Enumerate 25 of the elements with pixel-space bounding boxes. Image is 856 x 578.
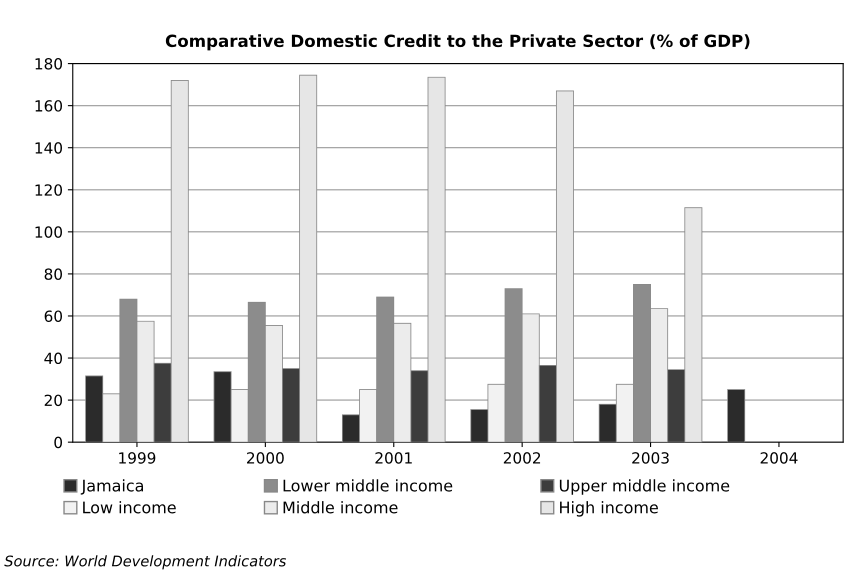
y-tick-label: 60 [44,310,62,322]
legend-label: Low income [83,501,176,514]
legend-label: Upper middle income [560,479,730,495]
legend-label: Jamaica [80,479,143,495]
source-note: Source: World Development Indicators [4,555,286,570]
y-tick-label: 20 [44,394,62,406]
legend-label: High income [560,501,658,517]
y-tick-label: 180 [36,58,62,70]
y-tick-label: 100 [36,226,62,238]
chart-title: Comparative Domestic Credit to the Private Sector (% of GDP) [166,34,750,50]
y-tick-label: 120 [36,184,62,196]
x-tick-label: 2001 [375,452,412,464]
legend-label: Lower middle income [284,479,452,492]
y-tick-label: 80 [44,268,62,280]
y-tick-label: 140 [36,142,62,154]
x-tick-label: 2004 [760,452,798,464]
x-tick-label: 2003 [632,452,669,464]
x-tick-label: 1999 [119,452,156,464]
y-tick-label: 160 [36,100,62,112]
legend-label: Middle income [284,501,398,514]
x-tick-label: 2000 [247,452,284,464]
y-tick-label: 40 [44,352,62,364]
bar [727,389,746,442]
x-tick-label: 2002 [504,452,540,464]
y-tick-label: 0 [54,436,62,448]
